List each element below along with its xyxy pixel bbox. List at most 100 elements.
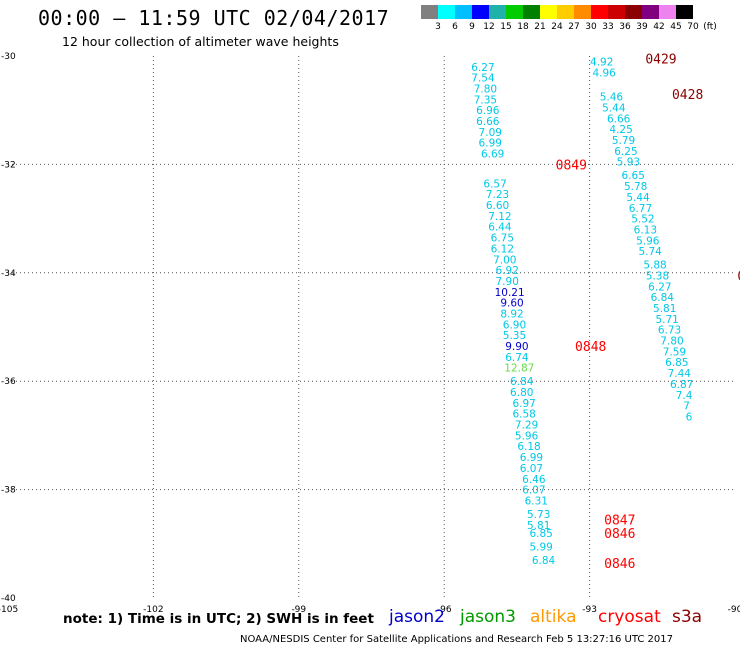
wave-height-point: 5.44 (602, 102, 626, 114)
wave-height-point: 5.93 (617, 157, 640, 169)
wave-height-point: 7.09 (479, 127, 502, 139)
wave-height-point: 5.96 (515, 430, 539, 442)
legend-label: 12 (483, 22, 495, 32)
credit-footer: NOAA/NESDIS Center for Satellite Applica… (240, 634, 673, 645)
time-annotation: 0848 (575, 340, 606, 355)
wave-height-point: 6.96 (476, 105, 500, 117)
satellite-jason2: jason2 (389, 607, 445, 627)
wave-height-point: 10.21 (495, 287, 525, 299)
wave-height-point: 7.54 (471, 73, 495, 85)
wave-height-point: 5.88 (643, 260, 666, 272)
legend-swatch (540, 5, 557, 19)
wave-height-point: 6.46 (522, 474, 546, 486)
wave-height-point: 5.52 (631, 214, 654, 226)
wave-height-point: 6.87 (670, 379, 693, 391)
wave-height-point: 7.00 (493, 254, 516, 266)
chart-title: 00:00 – 11:59 UTC 02/04/2017 (38, 6, 390, 30)
legend-swatch (608, 5, 625, 19)
wave-height-point: 4.25 (609, 124, 632, 136)
wave-height-point: 6.13 (634, 224, 657, 236)
wave-height-point: 5.44 (626, 192, 650, 204)
wave-height-point: 6.66 (476, 116, 500, 128)
legend-label: 6 (452, 22, 458, 32)
wave-height-point: 6.44 (488, 222, 512, 234)
legend-swatch (557, 5, 574, 19)
time-annotation: 0429 (645, 53, 676, 68)
legend-swatch (676, 5, 693, 19)
legend-label: 3 (435, 22, 441, 32)
y-tick-label: -32 (1, 160, 16, 170)
legend-colorbar (421, 5, 693, 19)
wave-height-point: 7 (683, 401, 690, 413)
legend-swatch (523, 5, 540, 19)
wave-height-point: 6.92 (496, 265, 519, 277)
legend-label: 9 (469, 22, 475, 32)
legend-label: 30 (585, 22, 597, 32)
wave-height-point: 5.74 (638, 246, 662, 258)
wave-height-point: 12.87 (504, 363, 534, 375)
legend-label: 21 (534, 22, 546, 32)
wave-height-point: 6.84 (510, 376, 534, 388)
legend-swatch (455, 5, 472, 19)
wave-height-point: 6.66 (607, 113, 631, 125)
wave-height-point: 6.75 (491, 233, 514, 245)
legend-swatch (659, 5, 676, 19)
satellite-cryosat: cryosat (598, 607, 661, 627)
legend-swatch (472, 5, 489, 19)
time-annotation: 0846 (604, 527, 635, 542)
time-annotation: 042 (737, 270, 740, 285)
legend-label: 18 (517, 22, 529, 32)
wave-height-point: 7.35 (474, 94, 497, 106)
time-annotation: 0849 (556, 158, 587, 173)
x-tick-label: -99 (291, 605, 306, 615)
wave-height-point: 6.07 (520, 463, 543, 475)
legend-swatch (438, 5, 455, 19)
legend-swatch (625, 5, 642, 19)
wave-height-point: 7.44 (668, 368, 692, 380)
wave-height-point: 7.80 (474, 84, 497, 96)
legend-swatch (574, 5, 591, 19)
legend-swatch (642, 5, 659, 19)
wave-height-point: 7.29 (515, 420, 538, 432)
wave-height-point: 7.4 (676, 390, 693, 402)
wave-height-point: 6.74 (505, 352, 529, 364)
wave-height-point: 6.27 (471, 62, 494, 74)
wave-height-point: 4.92 (590, 56, 613, 68)
y-tick-label: -36 (1, 377, 16, 387)
wave-height-point: 7.23 (486, 189, 509, 201)
wave-height-point: 9.90 (505, 341, 528, 353)
y-tick-label: -30 (1, 52, 16, 62)
wave-height-point: 7.90 (496, 276, 519, 288)
wave-height-point: 5.96 (636, 235, 660, 247)
time-annotation: 0847 (604, 513, 635, 528)
wave-height-point: 5.71 (655, 314, 678, 326)
chart-subtitle: 12 hour collection of altimeter wave hei… (62, 34, 339, 49)
wave-height-point: 6.85 (529, 528, 552, 540)
footnote: note: 1) Time is in UTC; 2) SWH is in fe… (63, 611, 374, 627)
legend-label: (ft) (703, 22, 717, 32)
y-tick-label: -38 (1, 486, 16, 496)
x-tick-label: -93 (582, 605, 597, 615)
wave-height-point: 6.58 (512, 409, 535, 421)
wave-height-point: 6.85 (665, 357, 688, 369)
wave-height-point: 6.99 (520, 452, 543, 464)
time-annotation: 0428 (672, 88, 703, 103)
wave-height-point: 5.81 (653, 303, 676, 315)
legend-label: 27 (568, 22, 580, 32)
wave-height-point: 6.90 (503, 319, 526, 331)
x-tick-label: -105 (0, 605, 18, 615)
x-tick-label: -102 (143, 605, 163, 615)
wave-height-point: 6 (686, 411, 693, 423)
wave-height-point: 6.84 (651, 292, 675, 304)
satellite-altika: altika (530, 607, 577, 627)
legend-label: 24 (551, 22, 563, 32)
wave-height-point: 5.78 (624, 181, 647, 193)
wave-height-point: 6.99 (479, 138, 502, 150)
x-tick-label: -96 (437, 605, 452, 615)
wave-height-point: 7.80 (660, 336, 683, 348)
legend-swatch (421, 5, 438, 19)
legend-swatch (506, 5, 523, 19)
wave-height-point: 5.79 (612, 135, 635, 147)
wave-height-point: 6.31 (525, 495, 548, 507)
y-tick-label: -40 (1, 594, 16, 604)
